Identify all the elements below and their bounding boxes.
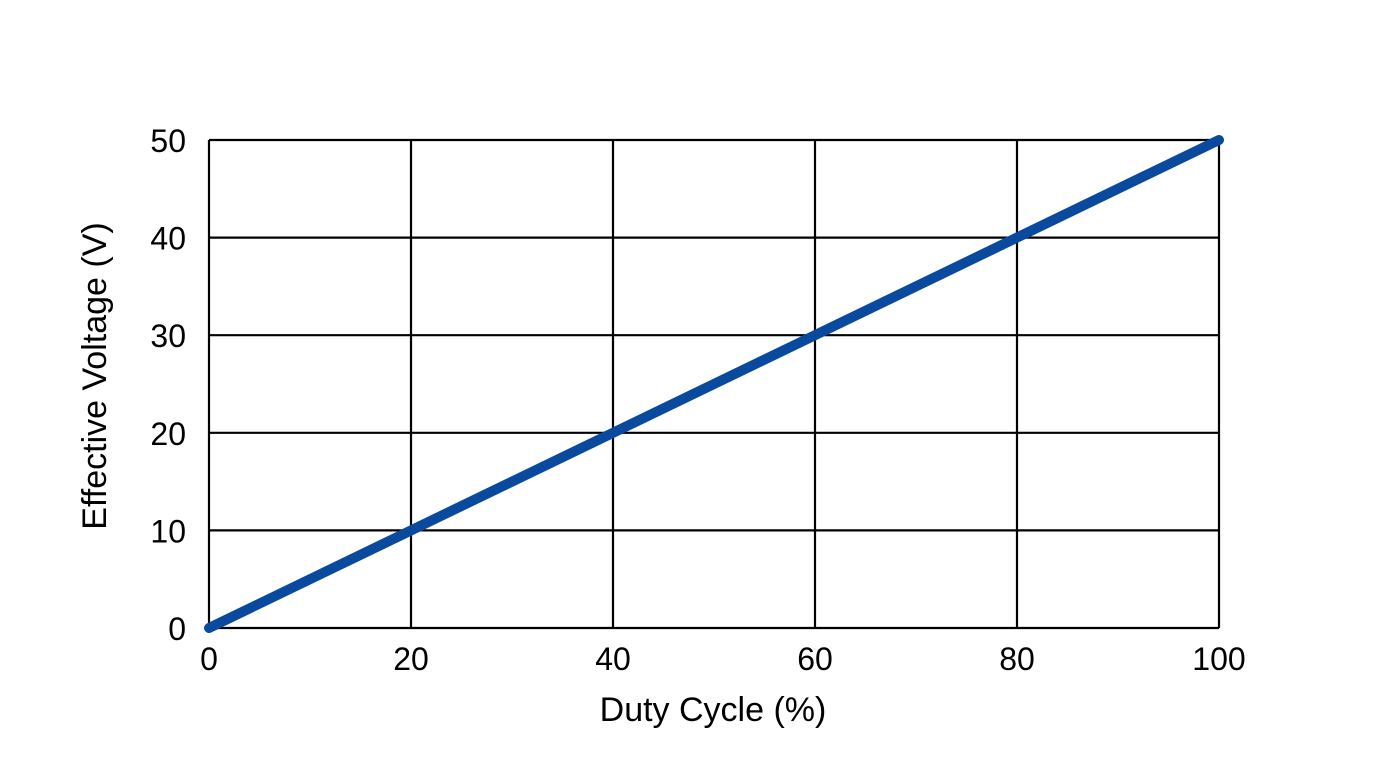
x-tick-label: 60 (797, 641, 833, 677)
x-tick-label: 80 (999, 641, 1035, 677)
x-tick-label: 100 (1192, 641, 1245, 677)
x-tick-label: 0 (200, 641, 218, 677)
y-tick-label: 10 (150, 513, 186, 549)
series-layer (204, 135, 1224, 633)
x-axis-ticks: 0 20 40 60 80 100 (200, 641, 1246, 677)
y-tick-label: 50 (150, 123, 186, 159)
x-axis-title: Duty Cycle (%) (600, 691, 827, 729)
grid (207, 138, 1221, 630)
y-tick-label: 0 (168, 611, 186, 647)
y-axis-ticks: 0 10 20 30 40 50 (150, 123, 186, 647)
y-tick-label: 20 (150, 416, 186, 452)
y-tick-label: 40 (150, 221, 186, 257)
x-tick-label: 20 (393, 641, 429, 677)
series-line-0 (204, 135, 1224, 633)
y-tick-label: 30 (150, 318, 186, 354)
x-tick-label: 40 (595, 641, 631, 677)
y-axis-title: Effective Voltage (V) (76, 222, 114, 529)
